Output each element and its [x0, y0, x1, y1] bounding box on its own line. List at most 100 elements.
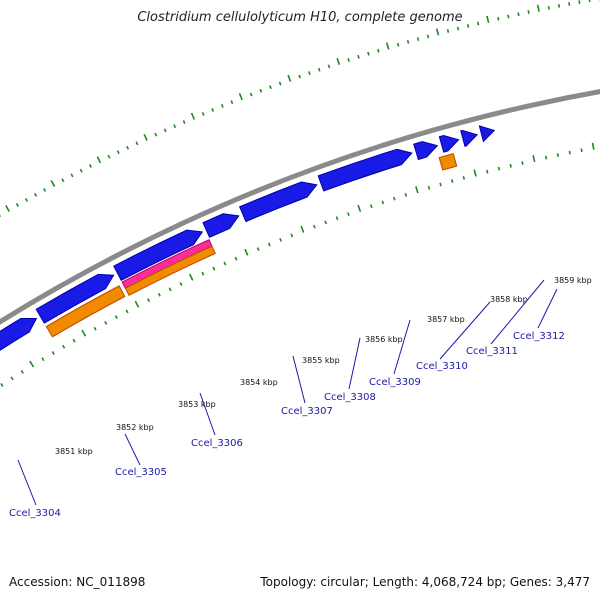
- inner-tick-27: [157, 292, 161, 297]
- outer-tick-56: [298, 74, 301, 79]
- inner-tick-54: [462, 176, 466, 180]
- kbp-labels: 3851 kbp 3852 kbp 3853 kbp 3854 kbp 3855…: [55, 276, 592, 456]
- kbp-label-3854: 3854 kbp: [240, 378, 278, 387]
- kbp-label-3853: 3853 kbp: [178, 400, 216, 409]
- outer-tick-ring: [0, 0, 600, 217]
- outer-tick-67: [406, 40, 410, 44]
- outer-tick-82: [557, 4, 561, 8]
- gene-label-ccel-3304[interactable]: Ccel_3304: [9, 508, 61, 519]
- accession-text: Accession: NC_011898: [9, 575, 146, 589]
- cds-arrow-9: [438, 134, 460, 153]
- kbp-label-3852: 3852 kbp: [116, 423, 154, 432]
- inner-tick-22: [104, 320, 108, 325]
- outer-tick-29: [43, 188, 47, 192]
- outer-tick-26: [15, 203, 19, 207]
- outer-tick-79: [527, 10, 530, 14]
- outer-tick-78: [517, 12, 520, 17]
- outer-tick-39: [135, 141, 139, 146]
- inner-tick-23: [114, 315, 118, 320]
- outer-tick-83: [568, 2, 571, 6]
- gene-label-ccel-3305[interactable]: Ccel_3305: [115, 467, 167, 478]
- kbp-label-3855: 3855 kbp: [302, 356, 340, 365]
- kbp-label-3859: 3859 kbp: [554, 276, 592, 285]
- outer-tick-44: [182, 120, 186, 124]
- cds-arrow-3: [35, 273, 115, 324]
- inner-tick-47: [381, 200, 385, 205]
- gene-label-ccel-3306[interactable]: Ccel_3306: [191, 438, 243, 449]
- outer-tick-32: [70, 173, 74, 178]
- gene-label-ccel-3307[interactable]: Ccel_3307: [281, 406, 333, 417]
- inner-tick-45: [357, 204, 362, 213]
- gene-labels: Ccel_3304 Ccel_3305 Ccel_3306 Ccel_3307 …: [9, 331, 565, 519]
- outer-tick-42: [163, 128, 167, 133]
- inner-tick-17: [51, 351, 55, 355]
- inner-tick-59: [521, 161, 524, 165]
- genome-summary-text: Topology: circular; Length: 4,068,724 bp…: [260, 575, 590, 589]
- kbp-label-3856: 3856 kbp: [365, 335, 403, 344]
- outer-tick-30: [50, 180, 56, 187]
- outer-tick-80: [536, 4, 540, 12]
- outer-tick-50: [238, 93, 243, 101]
- outer-tick-73: [466, 24, 470, 28]
- inner-tick-62: [556, 153, 560, 157]
- outer-tick-58: [317, 67, 321, 72]
- inner-tick-39: [290, 233, 294, 238]
- inner-tick-63: [568, 150, 571, 155]
- outer-tick-46: [201, 111, 205, 116]
- map-title: Clostridium cellulolyticum H10, complete…: [137, 10, 463, 25]
- inner-tick-41: [312, 224, 316, 229]
- outer-tick-27: [24, 197, 29, 202]
- outer-tick-34: [88, 164, 92, 168]
- gene-label-ccel-3308[interactable]: Ccel_3308: [324, 392, 376, 403]
- gene-label-ccel-3310[interactable]: Ccel_3310: [416, 361, 468, 372]
- gene-label-ccel-3311[interactable]: Ccel_3311: [466, 346, 518, 357]
- cds-arrow-7: [317, 148, 413, 192]
- inner-tick-52: [439, 182, 442, 187]
- outer-tick-71: [446, 29, 450, 33]
- outer-tick-48: [220, 104, 224, 108]
- inner-tick-20: [81, 329, 87, 337]
- genome-backbone: [0, 89, 600, 325]
- outer-tick-54: [278, 81, 282, 86]
- inner-tick-43: [335, 216, 339, 221]
- gene-label-ccel-3312[interactable]: Ccel_3312: [513, 331, 565, 342]
- inner-tick-35: [244, 248, 249, 256]
- kbp-label-3858: 3858 kbp: [490, 295, 528, 304]
- inner-tick-38: [279, 237, 282, 242]
- leader-ccel-3307: [292, 355, 306, 404]
- outer-tick-52: [259, 88, 263, 93]
- kbp-label-3857: 3857 kbp: [427, 315, 465, 324]
- outer-tick-64: [377, 48, 380, 53]
- inner-tick-55: [473, 169, 477, 177]
- outer-tick-75: [486, 15, 490, 23]
- outer-tick-66: [396, 42, 400, 47]
- inner-tick-60: [532, 154, 536, 163]
- cds-arrow-5: [202, 213, 240, 238]
- inner-tick-53: [450, 179, 454, 184]
- inner-tick-30: [188, 273, 194, 281]
- outer-tick-84: [578, 0, 581, 4]
- outer-tick-81: [547, 6, 550, 10]
- outer-tick-69: [426, 34, 430, 39]
- cds-arrow-11: [478, 125, 496, 143]
- inner-tick-19: [72, 338, 76, 343]
- inner-tick-28: [168, 287, 172, 292]
- outer-tick-35: [96, 156, 102, 164]
- cds-arrow-4: [113, 229, 204, 281]
- inner-tick-61: [544, 155, 548, 160]
- outer-tick-59: [327, 64, 331, 69]
- outer-tick-74: [476, 21, 480, 26]
- inner-tick-21: [93, 326, 97, 331]
- outer-tick-31: [61, 178, 65, 183]
- outer-tick-62: [357, 54, 360, 59]
- leader-ccel-3305: [124, 433, 141, 466]
- outer-tick-60: [336, 57, 341, 66]
- outer-tick-63: [367, 51, 370, 56]
- inner-tick-16: [41, 357, 45, 362]
- outer-tick-77: [507, 14, 510, 19]
- gene-label-ccel-3309[interactable]: Ccel_3309: [369, 377, 421, 388]
- outer-tick-53: [269, 85, 272, 90]
- outer-tick-25: [5, 205, 10, 212]
- outer-tick-68: [416, 37, 420, 42]
